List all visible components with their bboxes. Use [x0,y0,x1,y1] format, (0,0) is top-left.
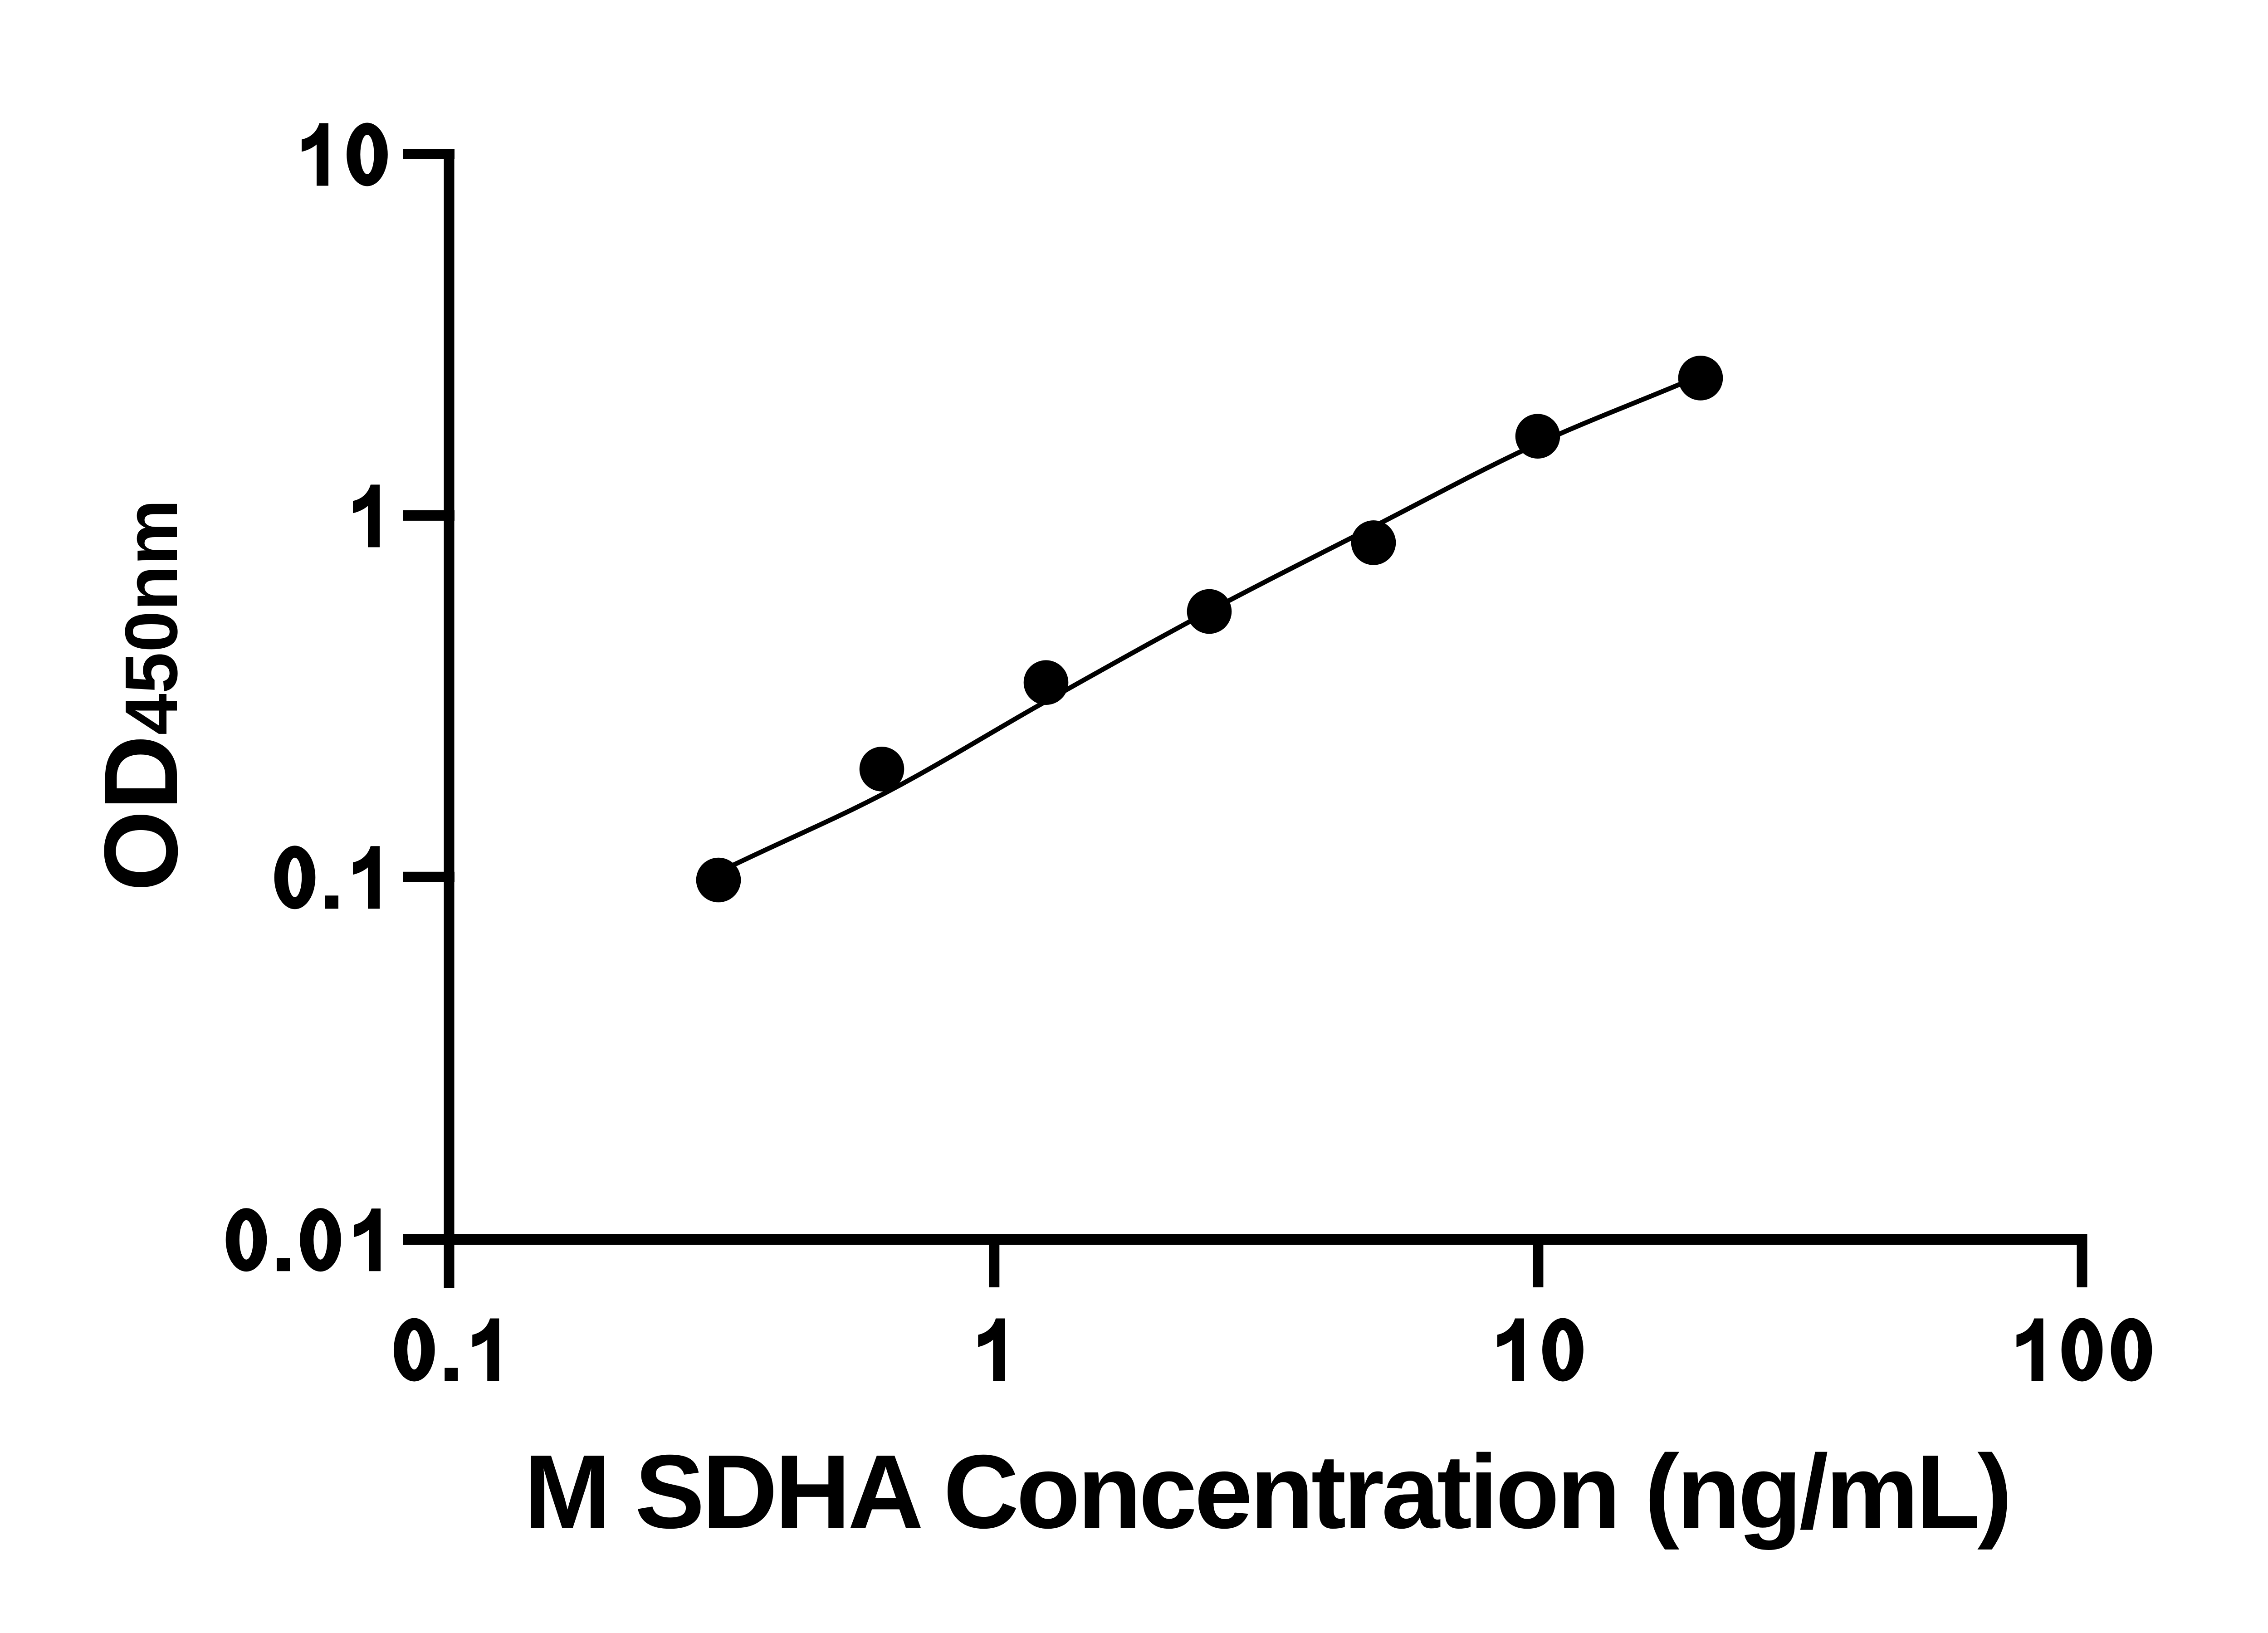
svg-text:M SDHA Concentration (ng/mL): M SDHA Concentration (ng/mL) [524,1433,2009,1550]
